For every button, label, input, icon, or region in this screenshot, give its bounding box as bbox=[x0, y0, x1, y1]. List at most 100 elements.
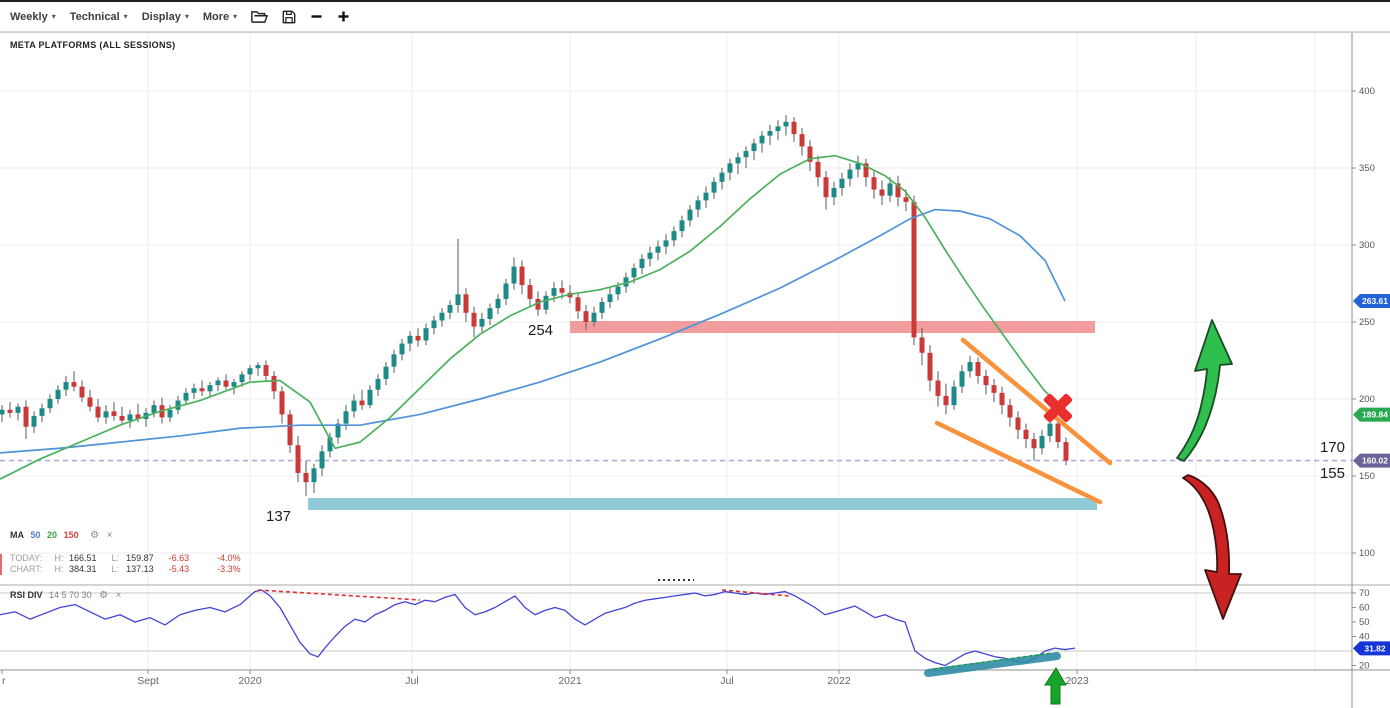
candle bbox=[255, 365, 261, 369]
price-axis-label: 400 bbox=[1359, 86, 1375, 97]
candle bbox=[1023, 429, 1029, 440]
rsi-axis-label: 40 bbox=[1359, 632, 1370, 643]
candle bbox=[743, 151, 749, 158]
price-axis-label: 300 bbox=[1359, 240, 1375, 251]
gear-icon[interactable]: ⚙ bbox=[90, 530, 100, 541]
candle bbox=[975, 362, 981, 376]
candle bbox=[319, 451, 325, 469]
candle bbox=[879, 189, 885, 196]
candle bbox=[1031, 439, 1037, 449]
price-badge-value: 189.84 bbox=[1362, 410, 1388, 420]
candle bbox=[167, 409, 173, 418]
candle bbox=[839, 178, 845, 189]
time-axis-label: Sept bbox=[137, 675, 159, 687]
candle bbox=[415, 335, 421, 341]
today-change: -6.63 bbox=[168, 553, 190, 563]
rsi-up-arrow bbox=[1044, 667, 1067, 705]
candle bbox=[823, 177, 829, 198]
gear-icon[interactable]: ⚙ bbox=[99, 590, 109, 601]
candle bbox=[647, 252, 653, 259]
close-icon[interactable]: × bbox=[115, 590, 122, 601]
candle bbox=[383, 366, 389, 379]
price-badge-value: 160.02 bbox=[1362, 456, 1388, 466]
candle bbox=[1039, 435, 1045, 449]
candle bbox=[1015, 417, 1021, 430]
resistance-price-label: 254 bbox=[528, 322, 554, 339]
candle bbox=[7, 409, 13, 413]
candle bbox=[575, 297, 581, 312]
candle bbox=[455, 294, 461, 306]
candle bbox=[1055, 423, 1061, 443]
candle bbox=[231, 382, 237, 387]
candle bbox=[519, 266, 525, 286]
time-axis-label: Jul bbox=[720, 675, 733, 687]
time-axis-label: 2022 bbox=[827, 675, 851, 687]
candle bbox=[343, 411, 349, 424]
price-axis-label: 250 bbox=[1359, 317, 1375, 328]
candle bbox=[815, 161, 821, 178]
candle bbox=[607, 294, 613, 302]
candle bbox=[215, 380, 221, 386]
chevron-down-icon: ▾ bbox=[123, 12, 128, 21]
today-high: 166.51 bbox=[69, 553, 97, 563]
menu-display-label: Display bbox=[141, 10, 181, 23]
rsi-axis-label: 20 bbox=[1359, 661, 1370, 672]
candle bbox=[1007, 405, 1013, 418]
candle bbox=[703, 192, 709, 201]
candle bbox=[487, 308, 493, 319]
candle bbox=[655, 246, 661, 253]
candle bbox=[447, 305, 453, 313]
rsi-axis-label: 50 bbox=[1359, 617, 1370, 628]
candle bbox=[271, 375, 277, 392]
candle bbox=[479, 318, 485, 327]
candle bbox=[943, 395, 949, 406]
x-mark-icon bbox=[1043, 393, 1073, 423]
candle bbox=[783, 121, 789, 127]
candle bbox=[559, 288, 565, 293]
zoom-in-icon[interactable] bbox=[337, 10, 350, 23]
zoom-out-icon[interactable] bbox=[310, 10, 323, 23]
candle bbox=[287, 414, 293, 446]
menu-technical[interactable]: Technical ▾ bbox=[70, 11, 128, 23]
candle bbox=[711, 181, 717, 193]
chevron-down-icon: ▾ bbox=[233, 12, 238, 21]
candle bbox=[311, 468, 317, 483]
candle bbox=[695, 200, 701, 210]
candle bbox=[263, 365, 269, 376]
menu-timeframe[interactable]: Weekly ▾ bbox=[10, 11, 56, 23]
menu-technical-label: Technical bbox=[69, 10, 120, 23]
ma-period-50: 50 bbox=[30, 530, 41, 540]
candle bbox=[191, 388, 197, 393]
candle bbox=[335, 423, 341, 438]
wedge-upper-trendline bbox=[960, 337, 1113, 466]
candle bbox=[591, 312, 597, 322]
ma-indicator-label: MA 50 20 150 ⚙ × bbox=[10, 530, 112, 541]
candle bbox=[847, 169, 853, 179]
menu-display[interactable]: Display ▾ bbox=[142, 11, 189, 23]
chevron-down-icon: ▾ bbox=[184, 12, 189, 21]
open-folder-icon[interactable] bbox=[251, 10, 269, 24]
support-band bbox=[308, 498, 1097, 510]
candle bbox=[399, 343, 405, 355]
symbol-title: META PLATFORMS (ALL SESSIONS) bbox=[10, 40, 176, 50]
price-badge bbox=[1353, 407, 1390, 422]
candle bbox=[719, 172, 725, 182]
candle bbox=[119, 415, 125, 421]
candle bbox=[0, 409, 5, 415]
menu-more[interactable]: More ▾ bbox=[203, 11, 237, 23]
candle bbox=[991, 385, 997, 393]
time-axis-label: 2021 bbox=[558, 675, 582, 687]
price-axis-label: 200 bbox=[1359, 394, 1375, 405]
chart-change-pct: -3.3% bbox=[217, 564, 241, 574]
candle bbox=[759, 135, 765, 144]
close-icon[interactable]: × bbox=[106, 530, 113, 541]
candle bbox=[903, 197, 909, 202]
chevron-down-icon: ▾ bbox=[51, 12, 56, 21]
candle bbox=[111, 411, 117, 416]
save-icon[interactable] bbox=[282, 10, 296, 24]
candle bbox=[367, 389, 373, 406]
candle bbox=[431, 320, 437, 329]
rsi-name: RSI DIV bbox=[10, 590, 43, 600]
candle bbox=[71, 382, 77, 387]
